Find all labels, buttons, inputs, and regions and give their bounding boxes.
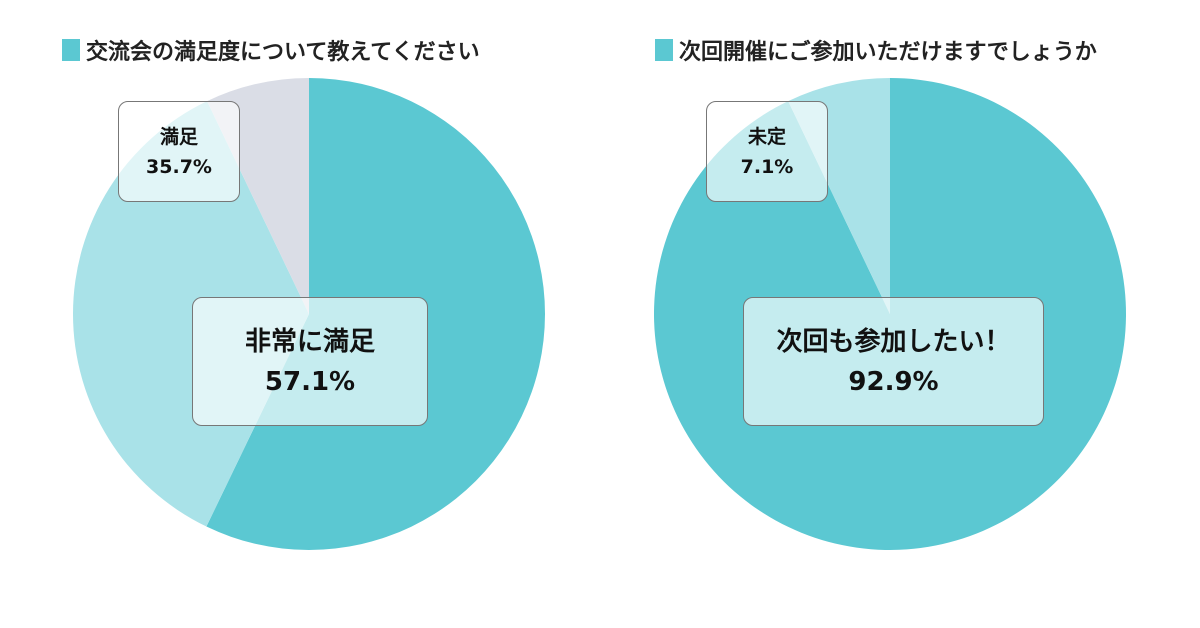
slice-label: 次回も参加したい！ (776, 326, 1011, 357)
chart-title-next-attendance: 次回開催にご参加いただけますでしょうか (655, 34, 1097, 66)
label-box-very-satisfied: 非常に満足 57.1% (192, 297, 428, 426)
label-box-satisfied: 満足 35.7% (118, 101, 240, 202)
slice-value: 57.1% (264, 366, 356, 397)
label-box-undecided: 未定 7.1% (706, 101, 828, 202)
slice-value: 7.1% (740, 155, 794, 178)
chart-title-satisfaction: 交流会の満足度について教えてください (62, 34, 480, 66)
slice-label: 未定 (747, 125, 786, 148)
slice-label: 満足 (159, 125, 198, 148)
label-box-will-attend: 次回も参加したい！ 92.9% (743, 297, 1044, 426)
title-marker-icon (62, 39, 80, 61)
title-marker-icon (655, 39, 673, 61)
slice-value: 92.9% (848, 366, 939, 397)
slice-label: 非常に満足 (244, 326, 375, 357)
slice-value: 35.7% (146, 155, 212, 178)
